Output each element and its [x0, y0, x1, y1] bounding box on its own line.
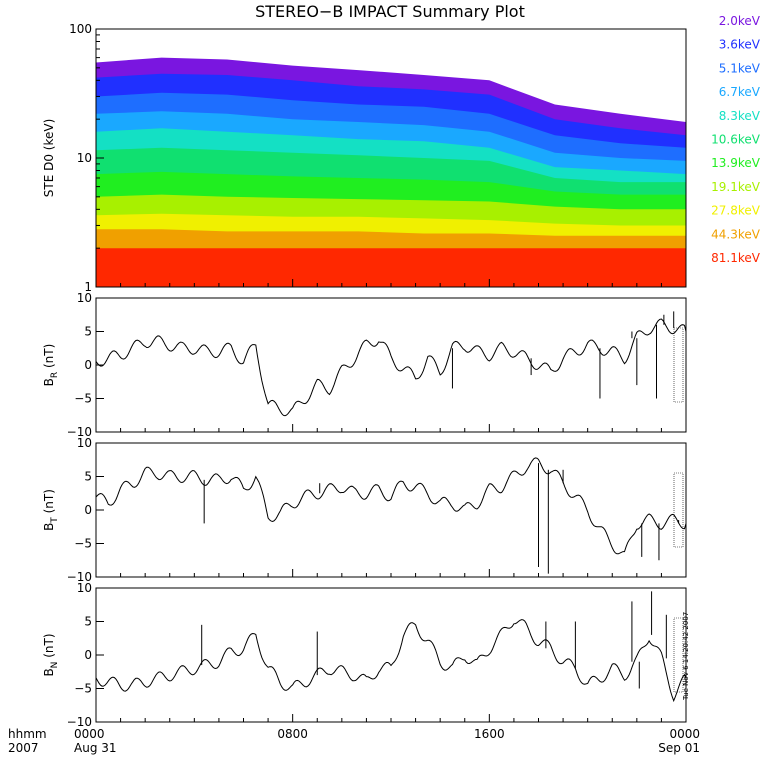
y-tick-label: 100 [69, 22, 92, 36]
y-tick-label: 10 [77, 151, 92, 165]
y-tick-label: 5 [84, 325, 92, 339]
x-tick-label: 0000 [74, 727, 105, 741]
panel-frame [95, 587, 687, 723]
y-tick-label: 5 [84, 615, 92, 629]
x-row-label-year: 2007 [8, 741, 39, 755]
field-trace [95, 457, 687, 555]
y-axis-label: BT (nT) [42, 489, 60, 531]
legend-label-1: 3.6keV [719, 38, 761, 52]
gap-marker [673, 327, 684, 403]
gap-marker [673, 617, 684, 693]
y-tick-label: −10 [67, 570, 92, 584]
y-axis-label: BN (nT) [42, 633, 60, 676]
plot-title: STEREO−B IMPACT Summary Plot [255, 2, 525, 21]
legend-label-7: 19.1keV [711, 180, 761, 194]
y-tick-label: −10 [67, 715, 92, 729]
y-tick-label: −10 [67, 425, 92, 439]
gap-marker [673, 472, 684, 548]
x-tick-label: 0000 [669, 727, 700, 741]
energy-band-81-1kev [96, 248, 686, 287]
legend-label-3: 6.7keV [719, 85, 761, 99]
legend-label-4: 8.3keV [719, 109, 761, 123]
legend-label-0: 2.0keV [719, 14, 761, 28]
y-tick-label: 5 [84, 470, 92, 484]
y-tick-label: −5 [74, 392, 92, 406]
field-panel-r: 10 5 0 −5 −10 BR (nT) [42, 291, 687, 439]
legend-label-2: 5.1keV [719, 61, 761, 75]
y-tick-label: 10 [77, 436, 92, 450]
legend-label-6: 13.9keV [711, 156, 761, 170]
field-panel-t: 10 5 0 −5 −10 BT (nT) [42, 436, 687, 584]
y-axis-label: BR (nT) [42, 344, 60, 387]
legend-label-10: 81.1keV [711, 251, 761, 265]
y-tick-label: −5 [74, 537, 92, 551]
panel-frame [95, 442, 687, 578]
legend-label-5: 10.6keV [711, 133, 761, 147]
legend-label-9: 44.3keV [711, 227, 761, 241]
legend-label-8: 27.8keV [711, 204, 761, 218]
y-tick-label: −5 [74, 682, 92, 696]
x-tick-label: 1600 [474, 727, 505, 741]
x-tick-label: 0800 [277, 727, 308, 741]
y-tick-label: 10 [77, 291, 92, 305]
y-tick-label: 0 [84, 648, 92, 662]
field-trace [95, 619, 687, 703]
y-tick-label: 0 [84, 358, 92, 372]
x-tick-sublabel: Sep 01 [658, 741, 700, 755]
panel-frame [95, 297, 687, 433]
x-tick-sublabel: Aug 31 [74, 741, 117, 755]
field-trace [95, 318, 687, 417]
field-panel-n: 10 5 0 −5 −10 BN (nT) [42, 581, 687, 729]
x-row-label-hhmm: hhmm [8, 727, 47, 741]
energy-spectrogram [96, 57, 686, 287]
y-tick-label: 10 [77, 581, 92, 595]
timestamp-note: Tue Nov 6 14:20:42 2007 [682, 611, 690, 700]
y-tick-label: 1 [84, 280, 92, 294]
y-axis-label: STE D0 (keV) [42, 119, 56, 198]
y-tick-label: 0 [84, 503, 92, 517]
